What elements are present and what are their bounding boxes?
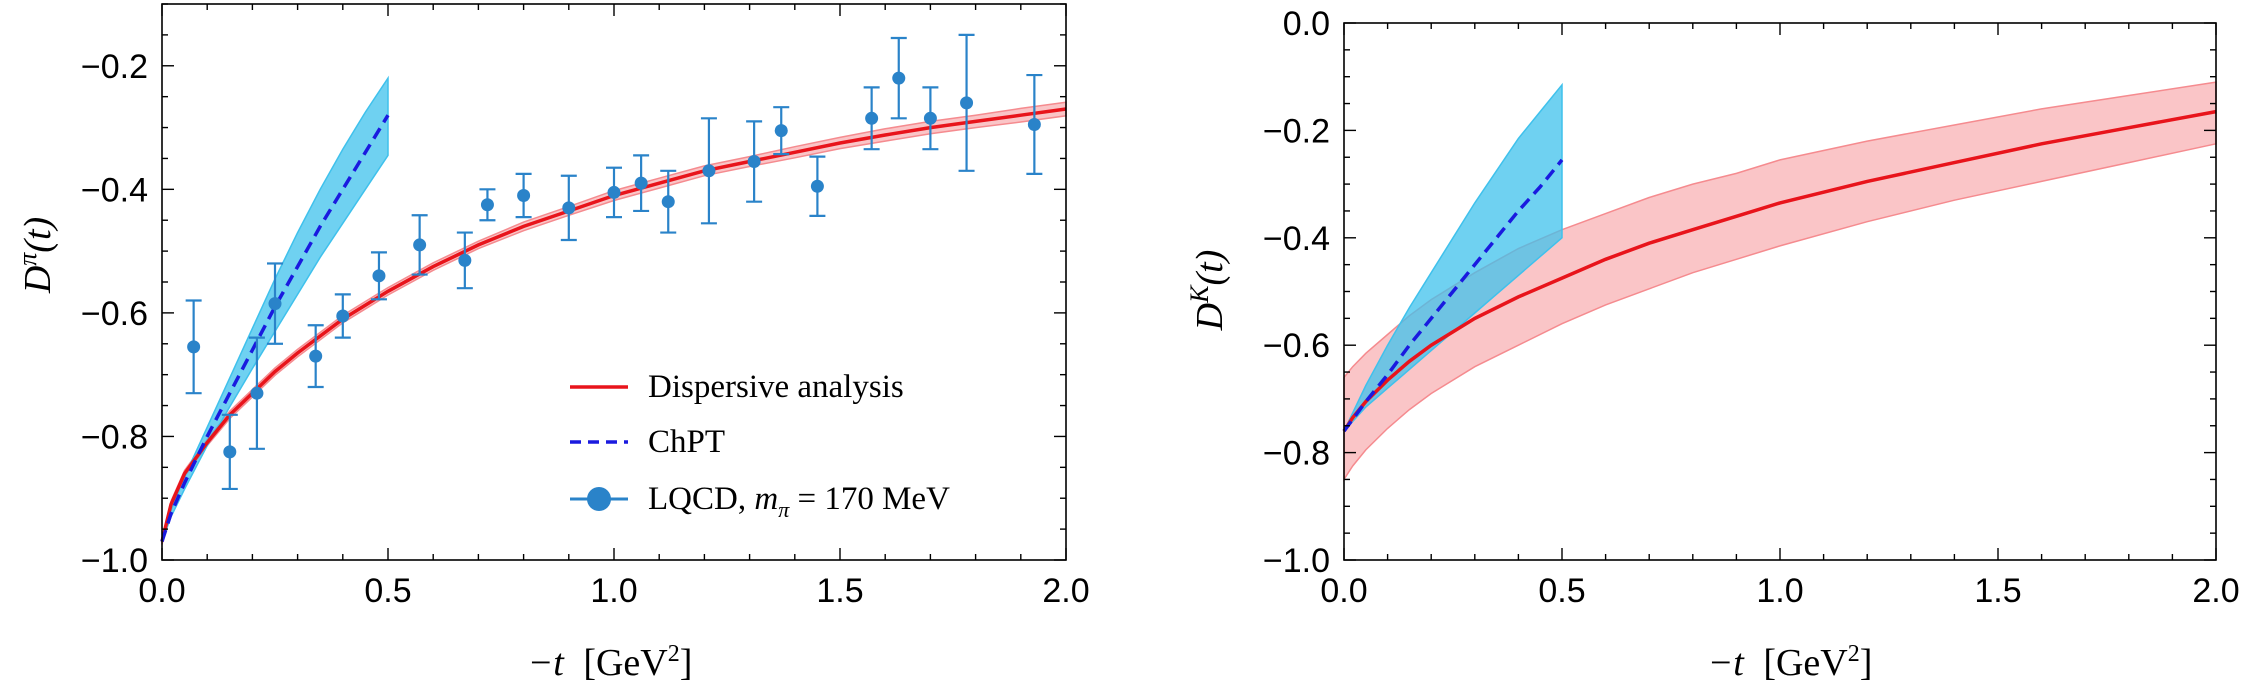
lqcd-point [810, 179, 824, 193]
kaon-ticks [1343, 22, 2217, 561]
legend-label-lqcd: LQCD, mπ = 170 MeV [648, 481, 950, 522]
pion-lqcd-points [185, 33, 1043, 491]
lqcd-point [309, 349, 323, 363]
x-tick-label: 0.5 [364, 572, 411, 610]
x-tick-label: 1.5 [816, 572, 863, 610]
lqcd-point [480, 198, 494, 212]
y-tick-label: −0.6 [1263, 327, 1330, 365]
kaon-lines [1342, 109, 2217, 433]
y-tick-label: −0.8 [81, 418, 148, 456]
lqcd-point [960, 96, 974, 110]
pion-y-tick-labels: −1.0 −0.8 −0.6 −0.4 −0.2 [81, 48, 148, 580]
pion-line-chpt [160, 114, 390, 543]
kaon-y-tick-labels: −1.0 −0.8 −0.6 −0.4 −0.2 0.0 [1263, 5, 1330, 580]
lqcd-point [372, 269, 386, 283]
lqcd-point [187, 340, 201, 354]
pion-x-axis-title: −t [GeV2] [528, 641, 693, 684]
lqcd-point [747, 155, 761, 169]
y-tick-label: −0.2 [81, 48, 148, 86]
x-tick-label: 0.5 [1538, 572, 1585, 610]
kaon-y-axis-title: DK(t) [1185, 250, 1231, 332]
lqcd-point [458, 253, 472, 267]
y-tick-label: −0.4 [1263, 220, 1330, 258]
legend-marker-lqcd [587, 487, 611, 511]
lqcd-point [634, 176, 648, 190]
y-tick-label: −0.2 [1263, 112, 1330, 150]
legend-label-dispersive: Dispersive analysis [648, 369, 904, 405]
lqcd-point [336, 309, 350, 323]
kaon-chart: 0.0 0.5 1.0 1.5 2.0 −1.0 −0.8 −0.6 −0.4 −0.2 0.0 … [1185, 5, 2240, 684]
lqcd-point [413, 238, 427, 252]
kaon-bands [1343, 81, 2217, 482]
kaon-line-dispersive-analysis [1342, 109, 2217, 433]
kaon-line-chpt [1342, 158, 1564, 433]
lqcd-point [892, 71, 906, 85]
y-tick-label: 0.0 [1283, 5, 1330, 43]
x-tick-label: 1.5 [1974, 572, 2021, 610]
lqcd-point [268, 297, 282, 311]
lqcd-point [865, 111, 879, 125]
lqcd-point [923, 111, 937, 125]
lqcd-point [702, 164, 716, 178]
x-tick-label: 0.0 [138, 572, 185, 610]
pion-chart: 0.0 0.5 1.0 1.5 2.0 −1.0 −0.8 −0.6 −0.4 −0.2 −t … [13, 3, 1090, 684]
x-tick-label: 1.0 [1756, 572, 1803, 610]
pion-ticks [161, 3, 1067, 561]
y-tick-label: −1.0 [1263, 542, 1330, 580]
x-tick-label: 2.0 [1042, 572, 1089, 610]
legend-label-chpt: ChPT [648, 424, 725, 460]
y-tick-label: −0.8 [1263, 435, 1330, 473]
lqcd-point [774, 124, 788, 138]
y-tick-label: −0.6 [81, 295, 148, 333]
lqcd-point [517, 189, 531, 203]
x-tick-label: 1.0 [590, 572, 637, 610]
y-tick-label: −0.4 [81, 171, 148, 209]
lqcd-point [607, 185, 621, 199]
lqcd-point [562, 201, 576, 215]
kaon-x-tick-labels: 0.0 0.5 1.0 1.5 2.0 [1320, 572, 2239, 610]
pion-x-tick-labels: 0.0 0.5 1.0 1.5 2.0 [138, 572, 1089, 610]
lqcd-point [250, 386, 264, 400]
pion-y-axis-title: Dπ(t) [13, 217, 59, 294]
y-tick-label: −1.0 [81, 542, 148, 580]
x-tick-label: 2.0 [2192, 572, 2239, 610]
lqcd-point [661, 195, 675, 209]
kaon-x-axis-title: −t [GeV2] [1708, 641, 1873, 684]
legend: Dispersive analysis ChPT LQCD, mπ = 170 … [570, 369, 950, 522]
lqcd-point [223, 445, 237, 459]
lqcd-point [1027, 117, 1041, 131]
x-tick-label: 0.0 [1320, 572, 1367, 610]
